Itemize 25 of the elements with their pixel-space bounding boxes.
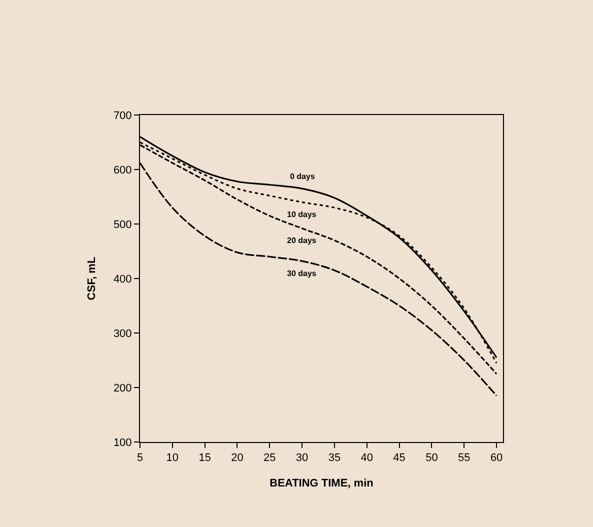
x-tick-label: 40: [360, 452, 374, 464]
y-tick-label: 400: [113, 273, 132, 286]
x-tick-label: 5: [136, 452, 144, 464]
x-axis-title: BEATING TIME, min: [270, 477, 374, 490]
y-tick-label: 600: [113, 164, 132, 176]
x-tick-label: 60: [490, 452, 503, 464]
y-tick-label: 700: [113, 110, 132, 122]
series-label: 20 days: [287, 236, 317, 245]
x-tick-label: 15: [198, 452, 211, 464]
y-tick-label: 200: [113, 382, 132, 394]
x-tick-label: 25: [264, 452, 276, 464]
y-tick-label: 100: [113, 436, 132, 449]
series-label: 0 days: [290, 172, 316, 181]
y-tick-label: 300: [113, 328, 132, 340]
x-tick-label: 45: [393, 452, 406, 464]
y-tick-label: 500: [113, 218, 132, 231]
x-tick-label: 20: [231, 452, 244, 464]
x-tick-label: 50: [426, 452, 438, 464]
series-label: 10 days: [287, 210, 317, 219]
series-label: 30 days: [287, 269, 317, 278]
x-tick-label: 35: [328, 452, 341, 464]
x-tick-label: 10: [166, 452, 179, 464]
x-tick-label: 30: [296, 452, 308, 464]
x-tick-label: 55: [458, 452, 470, 464]
y-axis-title: CSF, mL: [86, 256, 98, 300]
